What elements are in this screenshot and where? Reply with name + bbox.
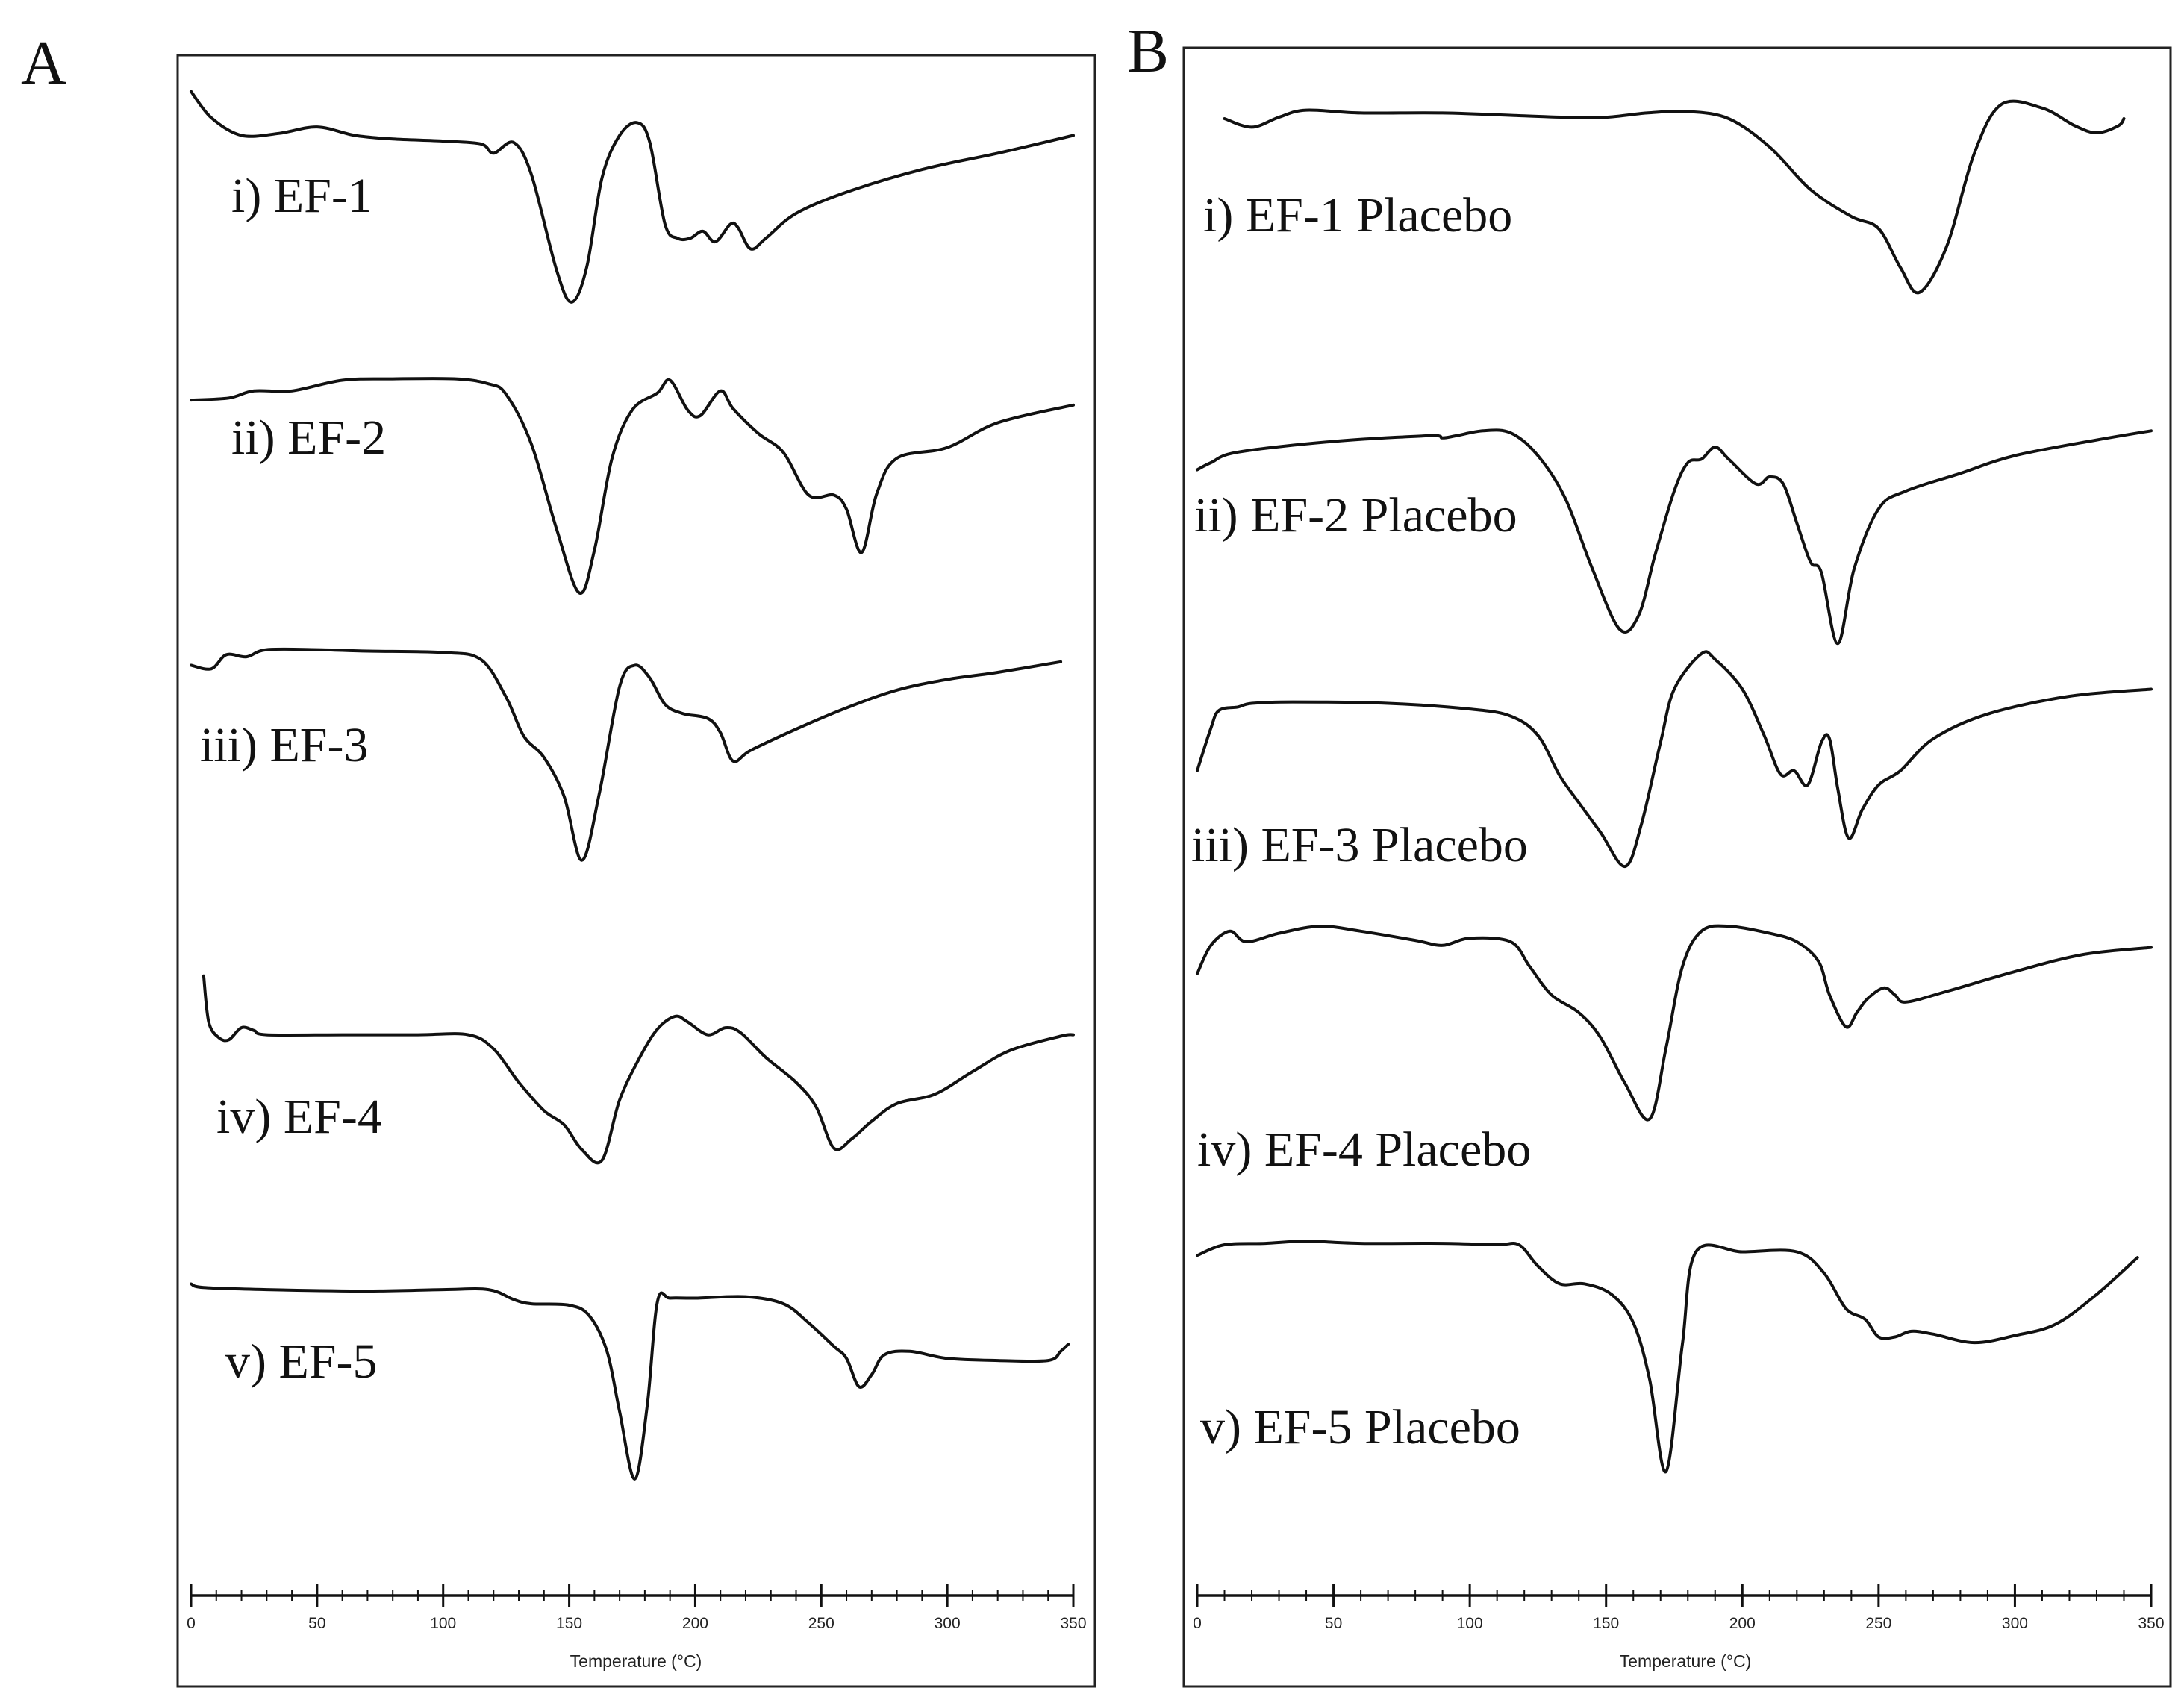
panel-b-frame [1182,46,2172,1688]
x-axis-tick-label: 250 [808,1615,834,1632]
panel-b-x-axis-title: Temperature (°C) [1620,1651,1752,1671]
x-axis-tick-label: 0 [187,1615,196,1632]
x-axis-tick-label: 250 [1865,1615,1891,1632]
series-label-ef-2: ii) EF-2 [231,410,386,465]
panel-b-x-axis: 0 50 100 150 200 250 300 350 [1193,1584,2165,1632]
x-axis-tick-label: 0 [1193,1615,1202,1632]
panel-a-series-curve-4 [202,974,1075,1165]
panel-b-letter: B [1127,16,1169,86]
series-label-ef-5: v) EF-5 [225,1334,377,1389]
series-label-ef-3: iii) EF-3 [200,718,369,772]
x-axis-tick-label: 50 [308,1615,325,1632]
panel-a-letter: A [21,28,66,98]
series-label-ef-1-placebo: i) EF-1 Placebo [1203,188,1512,243]
x-axis-tick-label: 200 [1729,1615,1756,1632]
x-axis-tick-label: 350 [2138,1615,2164,1632]
panel-a-x-axis-title: Temperature (°C) [570,1651,702,1671]
panel-b-series-curve-5 [1196,1240,2139,1474]
x-axis-tick-label: 150 [556,1615,582,1632]
panel-a-series-curve-3 [190,647,1063,862]
panel-b-curves [1196,99,2153,1474]
x-axis-tick-label: 150 [1593,1615,1619,1632]
panel-a-series-labels: i) EF-1 ii) EF-2 iii) EF-3 iv) EF-4 v) E… [200,169,386,1389]
panel-b-series-labels: i) EF-1 Placebo ii) EF-2 Placebo iii) EF… [1191,188,1531,1454]
series-label-ef-5-placebo: v) EF-5 Placebo [1200,1400,1520,1454]
x-axis-tick-label: 300 [935,1615,961,1632]
x-axis-tick-label: 50 [1325,1615,1342,1632]
panel-b: B 0 50 100 150 200 250 300 350 Temperature (°C)… [1127,16,2172,1688]
panel-a-x-axis: 0 50 100 150 200 250 300 350 [187,1584,1087,1632]
panel-b-series-curve-4 [1196,924,2153,1122]
x-axis-tick-label: 100 [430,1615,456,1632]
x-axis-tick-label: 200 [682,1615,708,1632]
x-axis-tick-label: 300 [2002,1615,2028,1632]
panel-a-series-curve-2 [190,377,1075,595]
x-axis-tick-label: 100 [1457,1615,1483,1632]
panel-a-curves [190,90,1075,1481]
x-axis-tick-label: 350 [1060,1615,1086,1632]
series-label-ef-2-placebo: ii) EF-2 Placebo [1194,488,1517,543]
series-label-ef-4-placebo: iv) EF-4 Placebo [1197,1122,1531,1177]
panel-a-series-curve-5 [190,1282,1070,1481]
panel-b-series-curve-3 [1196,650,2153,868]
series-label-ef-4: iv) EF-4 [216,1090,382,1144]
series-label-ef-3-placebo: iii) EF-3 Placebo [1191,818,1528,872]
panel-a-series-curve-1 [190,90,1075,304]
panel-a: A 0 50 100 150 200 250 300 350 Temperature (°C)… [21,28,1096,1688]
panel-b-series-curve-1 [1223,99,2126,295]
panel-b-series-curve-2 [1196,428,2153,646]
panel-a-frame [176,54,1096,1688]
series-label-ef-1: i) EF-1 [231,169,372,223]
